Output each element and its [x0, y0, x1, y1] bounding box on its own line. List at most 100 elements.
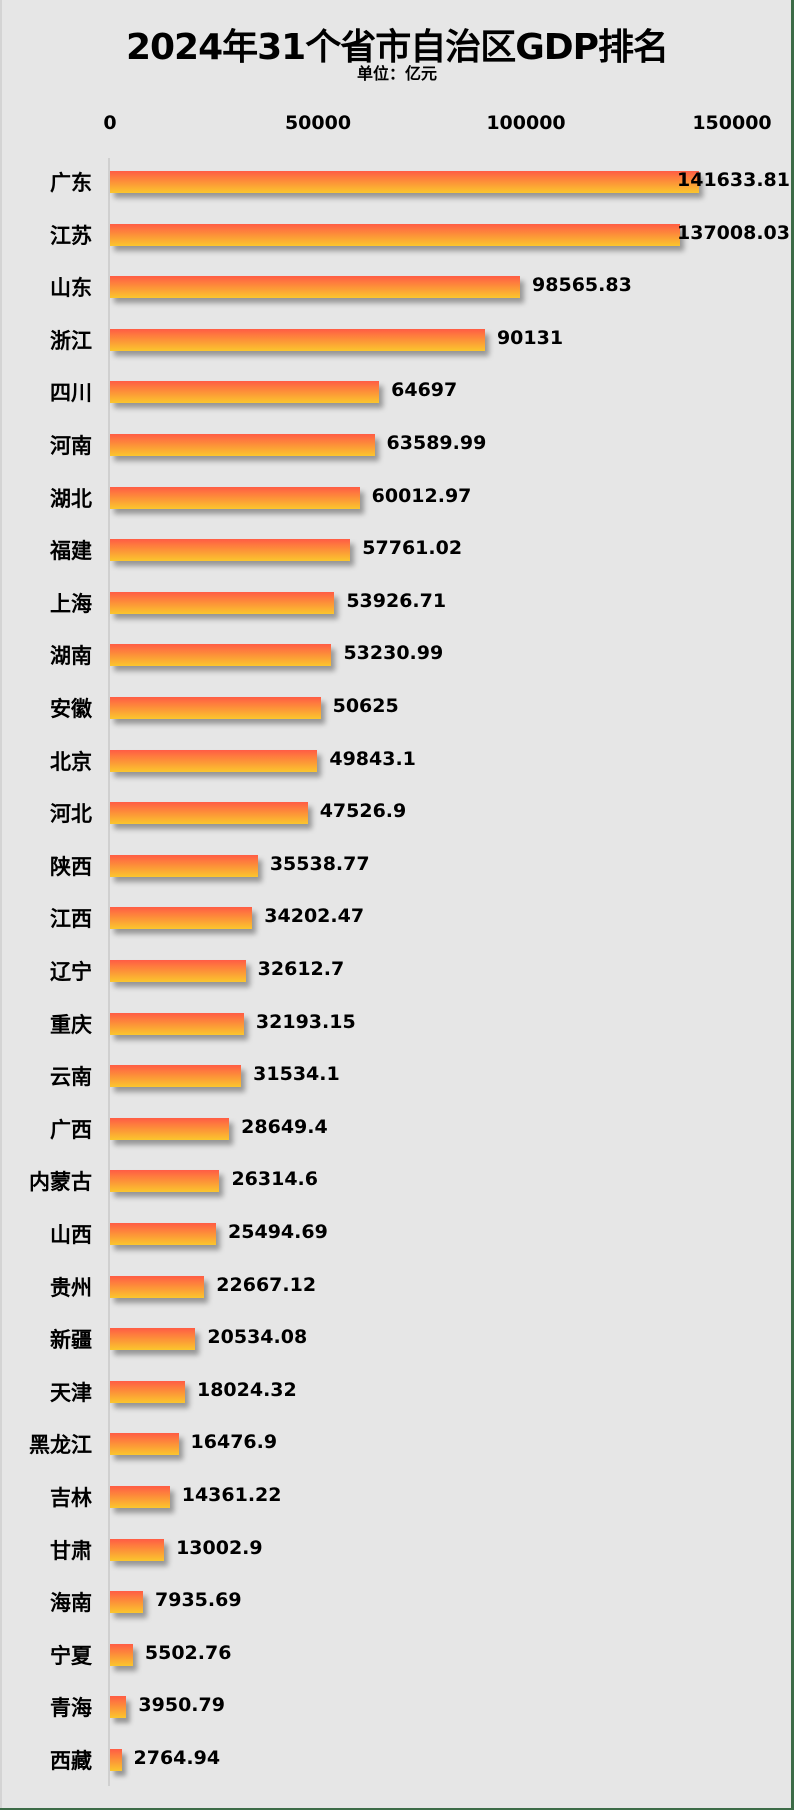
value-label: 137008.03 [677, 221, 790, 244]
bar-row: 安徽 50625 [0, 687, 794, 727]
bar-row: 甘肃 13002.9 [0, 1529, 794, 1569]
bar [110, 486, 360, 509]
category-label: 广东 [50, 171, 92, 195]
bar-row: 福建 57761.02 [0, 529, 794, 569]
bar [110, 749, 318, 772]
value-label: 7935.69 [155, 1589, 242, 1612]
category-label: 云南 [50, 1065, 92, 1090]
bar-row: 宁夏 5502.76 [0, 1634, 794, 1674]
bar-row: 河南 63589.99 [0, 424, 794, 464]
category-label: 陕西 [50, 854, 92, 879]
category-label: 浙江 [50, 328, 92, 353]
value-label: 53230.99 [343, 642, 444, 665]
bar [110, 328, 485, 351]
value-label: 25494.69 [228, 1221, 328, 1243]
category-label: 辽宁 [50, 960, 92, 984]
bar-row: 贵州 22667.12 [0, 1266, 794, 1306]
value-label: 3950.79 [138, 1694, 225, 1717]
bar [110, 1065, 242, 1088]
bar [110, 644, 332, 667]
bar [110, 960, 246, 982]
bar [110, 591, 335, 614]
bar-row: 广东 141633.81 [0, 161, 794, 201]
bar [110, 1170, 220, 1193]
bar [110, 1117, 230, 1140]
bar-row: 浙江 90131 [0, 319, 794, 359]
bar-row: 湖北 60012.97 [0, 477, 794, 517]
bar [110, 434, 375, 456]
value-label: 64697 [391, 379, 458, 402]
value-label: 98565.83 [532, 274, 632, 297]
x-tick-label: 100000 [486, 112, 566, 134]
bar-row: 西藏 2764.94 [0, 1739, 794, 1779]
category-label: 内蒙古 [29, 1170, 92, 1195]
bar-row: 辽宁 32612.7 [0, 950, 794, 990]
bar [110, 802, 308, 825]
category-label: 新疆 [50, 1328, 92, 1353]
category-label: 安徽 [50, 697, 92, 721]
bar-row: 海南 7935.69 [0, 1581, 794, 1621]
bar [110, 539, 351, 562]
bar [110, 1696, 127, 1719]
bar-row: 山东 98565.83 [0, 266, 794, 306]
bar-row: 黑龙江 16476.9 [0, 1423, 794, 1463]
bar-row: 江西 34202.47 [0, 897, 794, 937]
value-label: 90131 [496, 326, 564, 349]
value-label: 63589.99 [386, 432, 487, 454]
bar-row: 上海 53926.71 [0, 582, 794, 622]
chart-frame-left [0, 0, 2, 1810]
bar [110, 171, 700, 193]
chart-subtitle: 单位：亿元 [356, 64, 437, 83]
bar-row: 山西 25494.69 [0, 1213, 794, 1253]
bar-row: 北京 49843.1 [0, 740, 794, 780]
category-label: 四川 [50, 381, 92, 406]
value-label: 5502.76 [144, 1641, 232, 1664]
category-label: 北京 [50, 749, 92, 774]
bar [110, 381, 380, 404]
value-label: 50625 [332, 695, 399, 717]
value-label: 32193.15 [255, 1010, 356, 1033]
value-label: 35538.77 [269, 852, 370, 875]
value-label: 14361.22 [181, 1484, 282, 1506]
category-label: 湖南 [50, 644, 92, 669]
bar-row: 新疆 20534.08 [0, 1318, 794, 1358]
category-label: 山西 [50, 1223, 92, 1247]
value-label: 13002.9 [176, 1536, 263, 1559]
value-label: 49843.1 [329, 747, 416, 770]
value-label: 2764.94 [133, 1747, 221, 1769]
bar [110, 1275, 205, 1298]
bar-row: 河北 47526.9 [0, 792, 794, 832]
category-label: 甘肃 [50, 1538, 92, 1563]
category-label: 江苏 [50, 223, 92, 248]
category-label: 河南 [50, 434, 92, 458]
category-label: 江西 [50, 907, 92, 932]
bar-row: 江苏 137008.03 [0, 214, 794, 254]
value-label: 31534.1 [253, 1063, 340, 1086]
bar [110, 1486, 170, 1508]
bar-row: 吉林 14361.22 [0, 1476, 794, 1516]
category-label: 西藏 [50, 1749, 92, 1773]
bar-row: 云南 31534.1 [0, 1055, 794, 1095]
category-label: 上海 [50, 591, 92, 616]
category-label: 天津 [50, 1380, 92, 1405]
bar-row: 陕西 35538.77 [0, 845, 794, 885]
bar-row: 四川 64697 [0, 371, 794, 411]
value-label: 20534.08 [207, 1326, 308, 1349]
bar [110, 1380, 185, 1403]
value-label: 60012.97 [371, 484, 472, 507]
category-label: 贵州 [50, 1275, 92, 1300]
bar-row: 青海 3950.79 [0, 1686, 794, 1726]
value-label: 47526.9 [319, 800, 407, 823]
bar [110, 907, 253, 930]
category-label: 宁夏 [50, 1643, 92, 1668]
bar [110, 1591, 143, 1614]
value-label: 57761.02 [362, 537, 463, 560]
category-label: 重庆 [50, 1012, 92, 1037]
bar-row: 天津 18024.32 [0, 1371, 794, 1411]
value-label: 53926.71 [346, 589, 447, 612]
x-tick-label: 0 [103, 112, 117, 134]
bar [110, 1749, 122, 1771]
bar [110, 1433, 179, 1456]
value-label: 141633.81 [677, 169, 790, 191]
bar-row: 广西 28649.4 [0, 1108, 794, 1148]
